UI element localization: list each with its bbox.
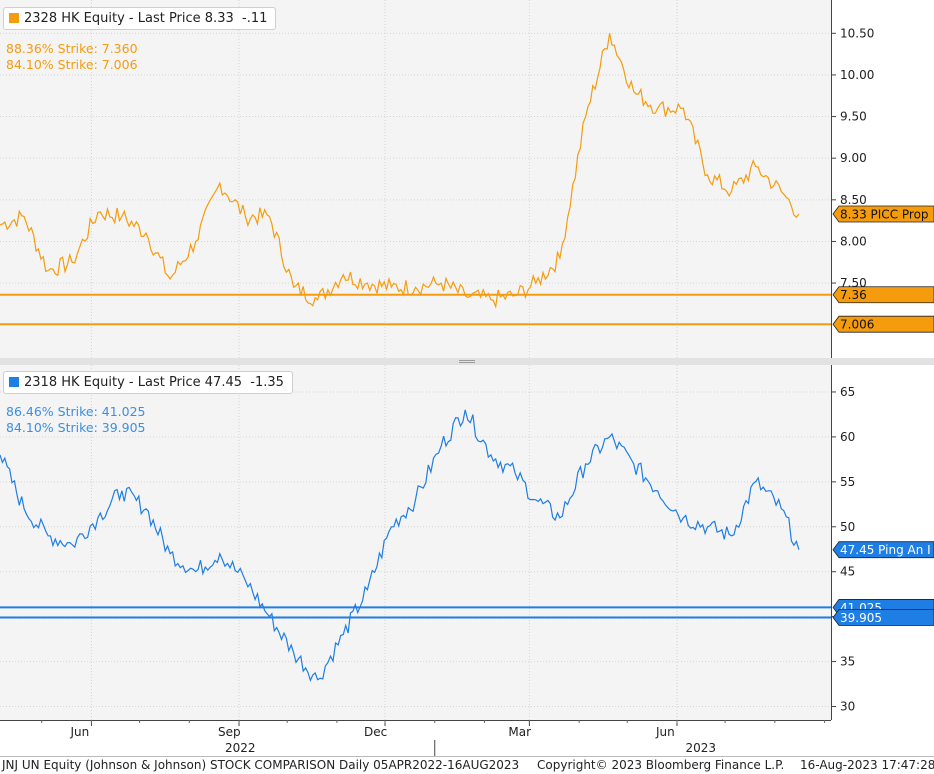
bottom-legend-price: Last Price 47.45: [137, 375, 243, 390]
bottom-ytick-label-0: 30: [840, 700, 855, 714]
x-month-label-0: Jun: [69, 725, 89, 739]
x-month-label-3: Mar: [508, 725, 531, 739]
top-strike-1: 88.36% Strike: 7.360: [6, 41, 138, 56]
top-ytick-label-1: 8.00: [840, 234, 867, 248]
bottom-legend-swatch: [9, 377, 19, 387]
top-legend-ticker: 2328 HK Equity: [24, 11, 125, 26]
x-year-label-0: 2022: [225, 741, 256, 755]
bottom-ytick-label-4: 50: [840, 520, 855, 534]
top-legend-swatch: [9, 13, 19, 23]
bottom-legend-ticker: 2318 HK Equity: [24, 375, 125, 390]
bottom-legend: 2318 HK Equity - Last Price 47.45 -1.35: [3, 371, 293, 394]
footer-left: JNJ UN Equity (Johnson & Johnson) STOCK …: [2, 758, 520, 772]
top-ytick-label-6: 10.50: [840, 26, 874, 40]
top-price-tag-0: [832, 205, 934, 223]
top-strike-2: 84.10% Strike: 7.006: [6, 57, 138, 72]
footer-right: 16-Aug-2023 17:47:28: [800, 758, 934, 772]
top-price-tag-1: [832, 286, 934, 304]
x-year-label-1: 2023: [685, 741, 716, 755]
bottom-legend-change: -1.35: [250, 375, 284, 390]
top-ytick-label-3: 9.00: [840, 151, 867, 165]
bottom-strike-2: 84.10% Strike: 39.905: [6, 420, 146, 435]
x-month-label-1: Sep: [218, 725, 241, 739]
top-price-tag-2: [832, 315, 934, 333]
bottom-strike-1: 86.46% Strike: 41.025: [6, 404, 146, 419]
top-ytick-label-2: 8.50: [840, 193, 867, 207]
x-month-label-4: Jun: [655, 725, 675, 739]
top-price-tag-label-0: 8.33 PICC Prop: [840, 207, 929, 221]
panel-separator: [0, 358, 934, 365]
bottom-price-tag-0: [832, 541, 934, 559]
top-plot-area: [0, 0, 831, 358]
top-price-tag-label-2: 7.006: [840, 318, 874, 332]
top-legend-price: Last Price 8.33: [137, 11, 234, 26]
bottom-ytick-label-3: 45: [840, 565, 855, 579]
bottom-price-tag-label-0: 47.45 Ping An I: [840, 543, 931, 557]
bottom-price-tag-label-2: 39.905: [840, 611, 882, 625]
bottom-ytick-label-1: 35: [840, 655, 855, 669]
bottom-ytick-label-5: 55: [840, 475, 855, 489]
bottom-plot-area: [0, 365, 831, 720]
bottom-price-tag-2: [832, 609, 934, 626]
top-legend: 2328 HK Equity - Last Price 8.33 -.11: [3, 7, 277, 30]
top-ytick-label-5: 10.00: [840, 68, 874, 82]
bottom-series-line: [0, 409, 800, 682]
top-ytick-label-4: 9.50: [840, 110, 867, 124]
footer-center: Copyright© 2023 Bloomberg Finance L.P.: [537, 758, 785, 772]
bottom-ytick-label-7: 65: [840, 385, 855, 399]
x-month-label-2: Dec: [364, 725, 387, 739]
bottom-ytick-label-6: 60: [840, 430, 855, 444]
bottom-panel: 303540455055606547.45 Ping An I41.02539.…: [0, 365, 934, 720]
top-series-line: [0, 33, 800, 309]
top-legend-change: -.11: [242, 11, 268, 26]
top-price-tag-label-1: 7.36: [840, 288, 867, 302]
